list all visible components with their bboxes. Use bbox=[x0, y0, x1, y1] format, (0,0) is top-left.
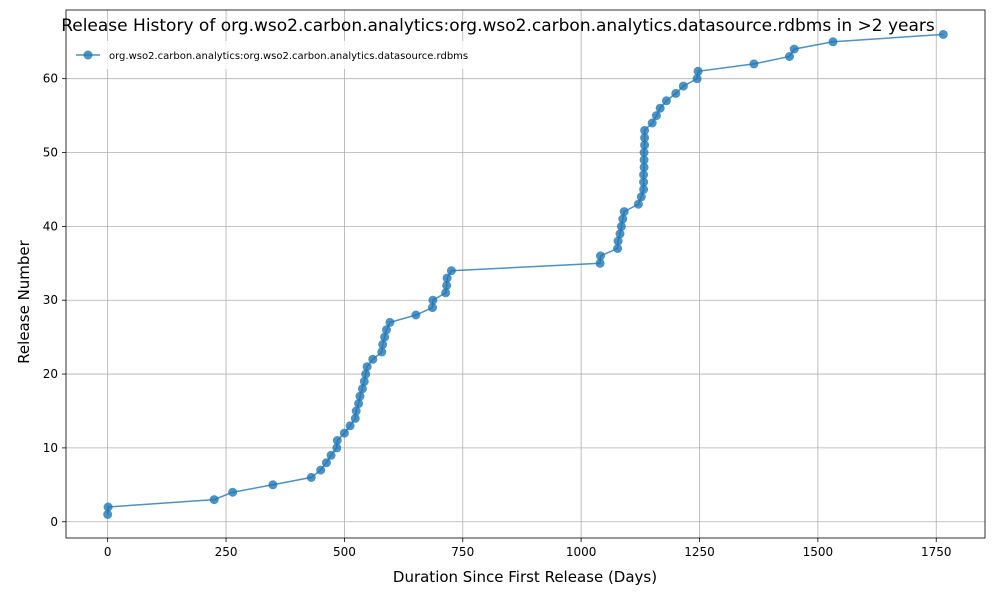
data-point bbox=[228, 487, 238, 497]
data-point bbox=[639, 162, 649, 172]
data-point bbox=[442, 273, 452, 283]
grid bbox=[66, 10, 985, 538]
data-point bbox=[619, 207, 629, 217]
x-tick-label: 250 bbox=[215, 545, 238, 559]
data-point bbox=[639, 148, 649, 157]
data-point bbox=[411, 310, 421, 320]
x-tick-label: 750 bbox=[451, 545, 474, 559]
data-point bbox=[651, 111, 661, 121]
data-point bbox=[326, 450, 336, 460]
y-tick-label: 50 bbox=[43, 146, 58, 160]
data-point bbox=[639, 184, 649, 194]
data-point bbox=[647, 118, 657, 128]
data-point bbox=[671, 88, 681, 98]
data-point bbox=[615, 229, 625, 239]
data-point bbox=[596, 251, 605, 261]
data-point bbox=[828, 37, 838, 47]
y-tick-label: 60 bbox=[43, 72, 58, 86]
y-tick-label: 20 bbox=[43, 367, 58, 381]
y-tick-label: 30 bbox=[43, 293, 58, 307]
data-point bbox=[636, 192, 646, 202]
data-point bbox=[428, 303, 437, 313]
x-axis-ticks: 0 250 500 750 1000 1250 1500 1750 bbox=[104, 538, 952, 559]
data-point bbox=[655, 103, 665, 113]
data-point bbox=[785, 52, 794, 61]
chart-title: Release History of org.wso2.carbon.analy… bbox=[61, 16, 935, 36]
data-point bbox=[354, 399, 364, 409]
data-point bbox=[640, 125, 650, 135]
data-point bbox=[377, 347, 387, 357]
data-point bbox=[332, 443, 342, 453]
legend-label: org.wso2.carbon.analytics:org.wso2.carbo… bbox=[109, 51, 468, 62]
data-point bbox=[616, 221, 626, 231]
data-point bbox=[446, 266, 456, 276]
data-point bbox=[361, 369, 371, 379]
data-point bbox=[103, 509, 113, 519]
data-point bbox=[661, 96, 671, 106]
y-axis-ticks: 0 10 20 30 40 50 60 bbox=[43, 72, 66, 529]
data-point bbox=[640, 140, 650, 150]
data-point bbox=[639, 155, 649, 165]
data-point bbox=[428, 295, 438, 305]
plot-frame bbox=[65, 9, 986, 539]
data-point bbox=[368, 354, 378, 364]
data-point bbox=[633, 199, 643, 209]
data-point bbox=[359, 376, 369, 386]
y-tick-label: 0 bbox=[50, 515, 58, 529]
data-point bbox=[378, 340, 388, 349]
data-point bbox=[268, 480, 278, 490]
data-point bbox=[316, 465, 326, 475]
data-point bbox=[639, 170, 649, 180]
data-point bbox=[332, 436, 342, 445]
data-point bbox=[693, 66, 703, 76]
x-tick-label: 1250 bbox=[684, 545, 715, 559]
y-tick-label: 10 bbox=[43, 441, 58, 455]
data-point bbox=[103, 502, 113, 512]
data-point bbox=[678, 81, 688, 91]
data-point bbox=[692, 74, 702, 84]
data-point bbox=[613, 244, 623, 253]
x-tick-label: 1000 bbox=[566, 545, 597, 559]
data-point bbox=[339, 428, 349, 438]
legend-marker bbox=[83, 50, 93, 60]
data-point bbox=[442, 280, 452, 290]
data-point bbox=[789, 44, 799, 54]
data-point bbox=[350, 413, 360, 423]
y-axis-label: Release Number bbox=[15, 239, 33, 363]
x-tick-label: 500 bbox=[333, 545, 356, 559]
legend: org.wso2.carbon.analytics:org.wso2.carbo… bbox=[71, 41, 533, 69]
data-point bbox=[749, 59, 759, 69]
data-point bbox=[938, 29, 948, 39]
x-tick-label: 0 bbox=[104, 545, 112, 559]
series-layer bbox=[103, 29, 948, 519]
data-point bbox=[441, 288, 451, 298]
data-point bbox=[345, 421, 355, 431]
y-tick-label: 40 bbox=[43, 219, 58, 233]
data-point bbox=[613, 236, 623, 246]
x-tick-label: 1750 bbox=[921, 545, 952, 559]
data-point bbox=[357, 384, 367, 394]
data-point bbox=[355, 391, 365, 401]
data-point bbox=[595, 258, 605, 268]
x-tick-label: 1500 bbox=[803, 545, 834, 559]
legend-box bbox=[71, 41, 533, 69]
data-point bbox=[382, 325, 391, 335]
data-point bbox=[209, 495, 219, 505]
data-point bbox=[380, 332, 390, 342]
data-point bbox=[362, 362, 372, 372]
data-point bbox=[639, 177, 649, 187]
data-point bbox=[618, 214, 628, 224]
data-point bbox=[385, 317, 395, 327]
data-point bbox=[306, 472, 316, 482]
data-point bbox=[321, 458, 331, 468]
x-axis-label: Duration Since First Release (Days) bbox=[393, 568, 657, 586]
data-point bbox=[640, 133, 650, 143]
data-point bbox=[351, 406, 361, 416]
